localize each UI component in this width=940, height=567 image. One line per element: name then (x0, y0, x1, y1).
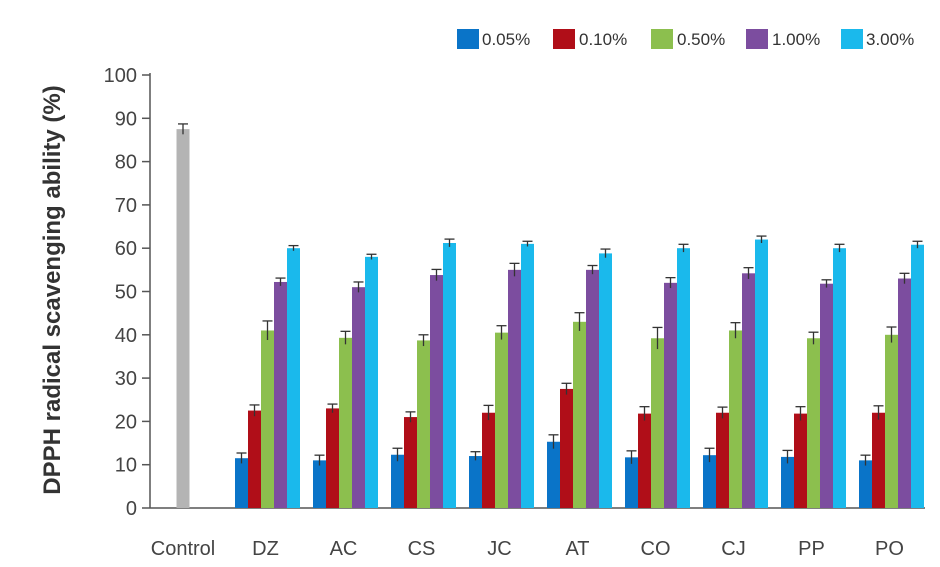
bar-jc-0_05pct (469, 456, 482, 508)
legend-label-1_00pct: 1.00% (772, 30, 820, 49)
bar-dz-0_50pct (261, 330, 274, 508)
bar-control (176, 129, 190, 508)
bar-co-0_10pct (638, 413, 651, 508)
y-tick-label-40: 40 (115, 325, 137, 347)
bar-co-3_00pct (677, 248, 690, 508)
x-tick-label-control: Control (151, 538, 215, 560)
bar-cs-3_00pct (443, 243, 456, 508)
bar-co-0_50pct (651, 338, 664, 508)
bar-pp-0_50pct (807, 338, 820, 508)
y-tick-label-10: 10 (115, 455, 137, 477)
y-tick-label-60: 60 (115, 238, 137, 260)
legend-label-0_50pct: 0.50% (677, 30, 725, 49)
bar-cs-1_00pct (430, 275, 443, 508)
legend-swatch-1_00pct (746, 29, 768, 49)
x-tick-label-pp: PP (798, 538, 825, 560)
bar-at-3_00pct (599, 253, 612, 508)
bar-pp-1_00pct (820, 283, 833, 508)
x-tick-label-jc: JC (487, 538, 511, 560)
y-tick-label-0: 0 (126, 498, 137, 520)
x-tick-label-at: AT (565, 538, 589, 560)
bar-ac-0_10pct (326, 408, 339, 508)
bar-dz-0_10pct (248, 410, 261, 508)
bar-cj-0_05pct (703, 455, 716, 508)
bar-ac-0_50pct (339, 337, 352, 508)
bar-pp-0_05pct (781, 456, 794, 508)
bar-cj-0_50pct (729, 330, 742, 508)
bar-po-0_10pct (872, 412, 885, 508)
bar-cs-0_10pct (404, 417, 417, 508)
y-tick-label-50: 50 (115, 282, 137, 304)
bar-pp-0_10pct (794, 413, 807, 508)
bar-jc-3_00pct (521, 243, 534, 508)
y-axis-label: DPPH radical scavenging ability (%) (39, 85, 66, 494)
y-tick-label-80: 80 (115, 152, 137, 174)
bar-at-0_10pct (560, 388, 573, 508)
bar-co-1_00pct (664, 282, 677, 508)
bar-ac-3_00pct (365, 256, 378, 508)
bar-po-1_00pct (898, 278, 911, 508)
x-tick-label-co: CO (641, 538, 671, 560)
bar-po-0_50pct (885, 334, 898, 508)
legend-swatch-0_05pct (457, 29, 479, 49)
bar-co-0_05pct (625, 457, 638, 508)
x-tick-label-cj: CJ (721, 538, 745, 560)
bar-ac-0_05pct (313, 460, 326, 508)
bar-at-0_50pct (573, 321, 586, 508)
bar-pp-3_00pct (833, 248, 846, 508)
bar-jc-0_50pct (495, 332, 508, 508)
bar-at-1_00pct (586, 269, 599, 508)
y-tick-label-100: 100 (104, 65, 137, 87)
bar-dz-0_05pct (235, 458, 248, 508)
legend-label-3_00pct: 3.00% (866, 30, 914, 49)
y-tick-label-70: 70 (115, 195, 137, 217)
bar-cj-0_10pct (716, 412, 729, 508)
x-tick-label-dz: DZ (252, 538, 279, 560)
x-tick-label-po: PO (875, 538, 904, 560)
bar-jc-1_00pct (508, 269, 521, 508)
bar-dz-1_00pct (274, 281, 287, 508)
bar-po-0_05pct (859, 460, 872, 508)
legend-label-0_05pct: 0.05% (482, 30, 530, 49)
x-tick-label-cs: CS (408, 538, 436, 560)
y-tick-label-20: 20 (115, 411, 137, 433)
bar-po-3_00pct (911, 244, 924, 508)
bar-cs-0_05pct (391, 454, 404, 508)
bar-cs-0_50pct (417, 340, 430, 508)
bar-cj-1_00pct (742, 273, 755, 508)
bar-jc-0_10pct (482, 412, 495, 508)
bar-cj-3_00pct (755, 239, 768, 509)
legend-label-0_10pct: 0.10% (579, 30, 627, 49)
bar-dz-3_00pct (287, 248, 300, 508)
y-tick-label-90: 90 (115, 108, 137, 130)
bar-at-0_05pct (547, 441, 560, 508)
legend-swatch-0_50pct (651, 29, 673, 49)
legend-swatch-0_10pct (553, 29, 575, 49)
bar-ac-1_00pct (352, 287, 365, 508)
y-tick-label-30: 30 (115, 368, 137, 390)
legend-swatch-3_00pct (841, 29, 863, 49)
x-tick-label-ac: AC (330, 538, 358, 560)
